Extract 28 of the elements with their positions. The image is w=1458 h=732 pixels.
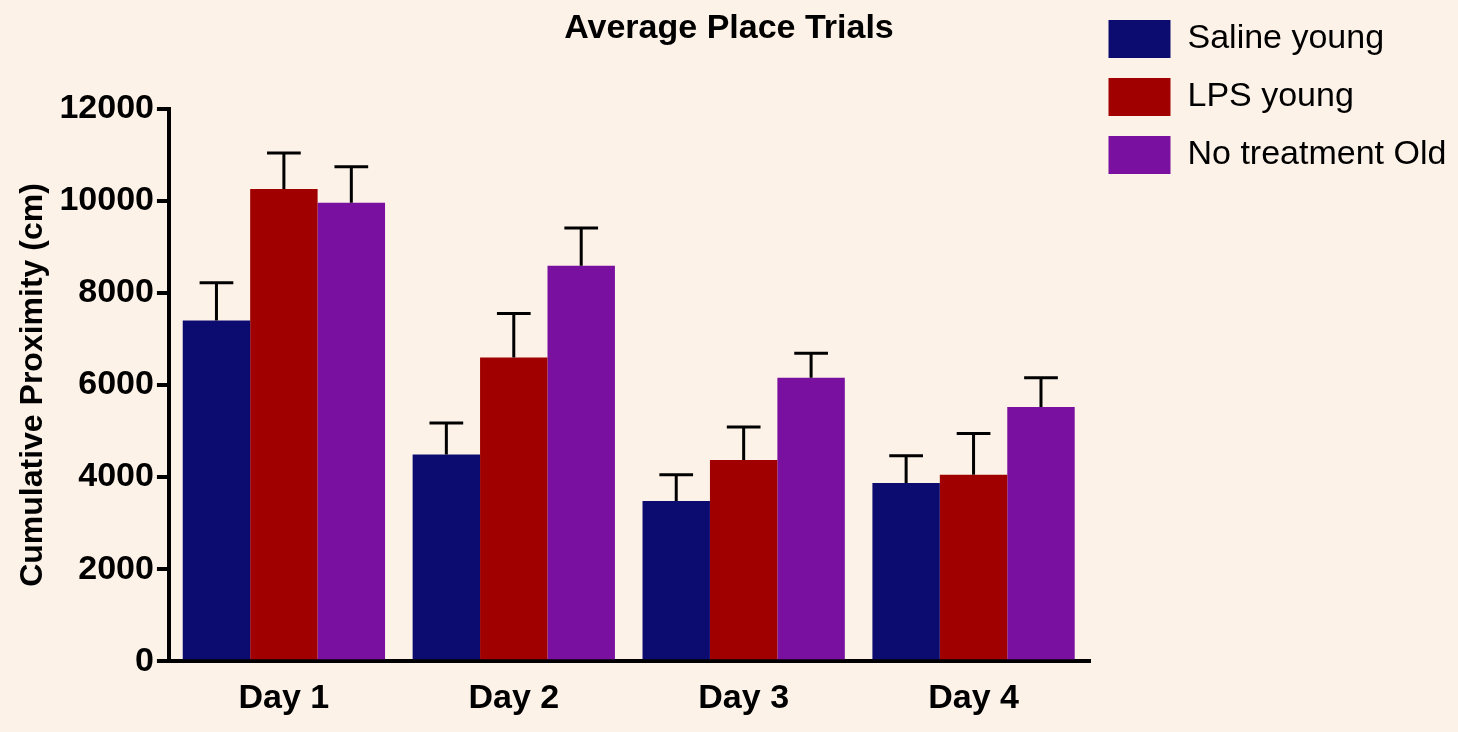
bar [709, 460, 778, 660]
x-tick-label: Day 3 [698, 676, 790, 715]
x-tick-label: Day 4 [928, 676, 1020, 715]
y-tick-label: 12000 [59, 87, 154, 126]
legend-label: No treatment Old [1187, 133, 1447, 172]
y-tick-label: 8000 [78, 271, 154, 310]
y-tick-label: 2000 [78, 547, 154, 586]
y-tick-label: 10000 [59, 179, 154, 218]
x-tick-label: Day 2 [468, 676, 560, 715]
bar [182, 320, 251, 660]
y-tick-label: 0 [135, 639, 154, 678]
legend-label: LPS young [1187, 75, 1354, 114]
bar [317, 202, 386, 660]
bar [250, 188, 318, 660]
bar [939, 474, 1008, 660]
bar [777, 377, 845, 660]
bar [872, 483, 940, 660]
bar [547, 265, 615, 660]
bar [480, 357, 548, 660]
legend-label: Saline young [1187, 17, 1385, 56]
x-tick-label: Day 1 [238, 676, 330, 715]
y-axis-title: Cumulative Proximity (cm) [13, 183, 50, 587]
bar [642, 501, 710, 660]
bar [1007, 407, 1075, 660]
bar [412, 454, 481, 660]
y-tick-label: 6000 [78, 363, 154, 402]
chart-title: Average Place Trials [564, 6, 894, 45]
y-tick-label: 4000 [78, 455, 154, 494]
